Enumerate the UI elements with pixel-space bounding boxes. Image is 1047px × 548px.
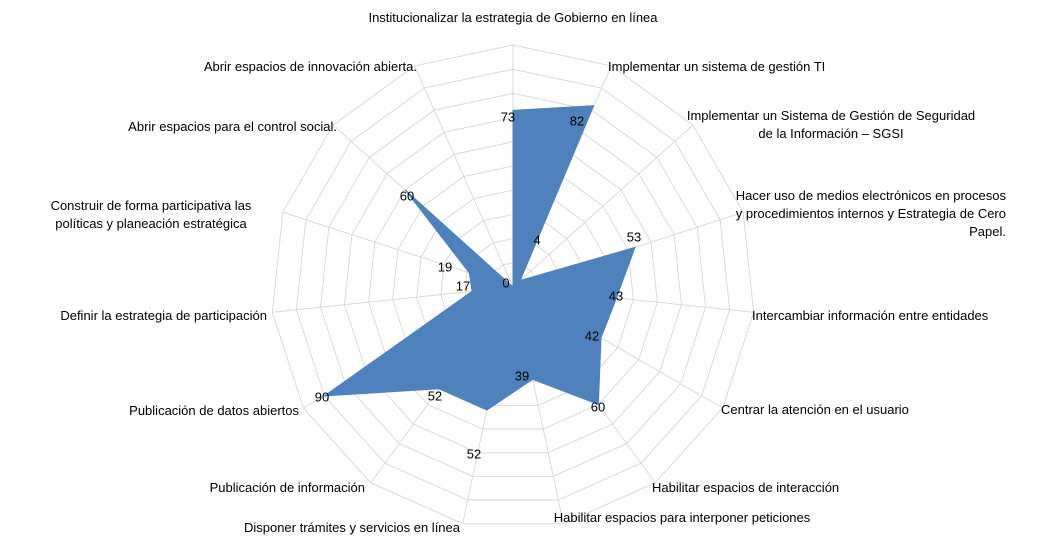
category-label: Institucionalizar la estrategia de Gobie… — [368, 10, 658, 25]
grid-ring — [368, 141, 658, 430]
category-label: Habilitar espacios para interponer petic… — [553, 510, 811, 525]
category-label: Abrir espacios de innovación abierta. — [203, 59, 417, 74]
data-label: 42 — [585, 328, 599, 343]
data-label: 17 — [456, 278, 470, 293]
spoke — [512, 124, 694, 288]
category-label: Publicación de información — [209, 480, 365, 495]
category-label: Publicación de datos abiertos — [129, 403, 299, 418]
category-label: Definir la estrategia de participación — [60, 308, 267, 323]
category-label: Abrir espacios para el control social. — [128, 119, 337, 134]
category-label: Habilitar espacios de interacción — [652, 480, 840, 495]
data-label: 0 — [502, 275, 509, 290]
grid-ring — [319, 92, 707, 477]
data-label: 52 — [428, 388, 442, 403]
category-label: Centrar la atención en el usuario — [721, 402, 909, 417]
grid-ring — [392, 165, 634, 406]
data-label: 60 — [591, 399, 605, 414]
data-label: 39 — [515, 368, 529, 383]
data-label: 90 — [315, 389, 329, 404]
grid-ring — [271, 44, 755, 525]
data-label: 73 — [501, 109, 515, 124]
data-label: 52 — [467, 446, 481, 461]
data-label: 43 — [609, 288, 623, 303]
category-label: Implementar un Sistema de Gestión de Seg… — [686, 108, 976, 141]
grid-ring — [295, 68, 731, 501]
data-label: 53 — [627, 229, 641, 244]
radar-area — [322, 105, 636, 411]
data-label: 82 — [570, 113, 584, 128]
data-label: 4 — [533, 232, 540, 247]
data-label: 60 — [400, 188, 414, 203]
category-label: Disponer trámites y servicios en línea — [243, 520, 460, 535]
category-label: Hacer uso de medios electrónicos en proc… — [735, 188, 1006, 239]
data-label: 19 — [438, 259, 452, 274]
spoke — [414, 65, 514, 288]
category-label: Construir de forma participativa las pol… — [50, 198, 252, 231]
category-label: Intercambiar información entre entidades — [752, 308, 989, 323]
category-label: Implementar un sistema de gestión TI — [608, 59, 826, 74]
grid-ring — [344, 117, 682, 454]
